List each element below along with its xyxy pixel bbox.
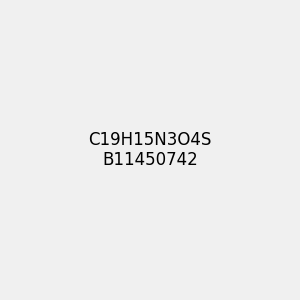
- Text: C19H15N3O4S
B11450742: C19H15N3O4S B11450742: [88, 130, 212, 170]
